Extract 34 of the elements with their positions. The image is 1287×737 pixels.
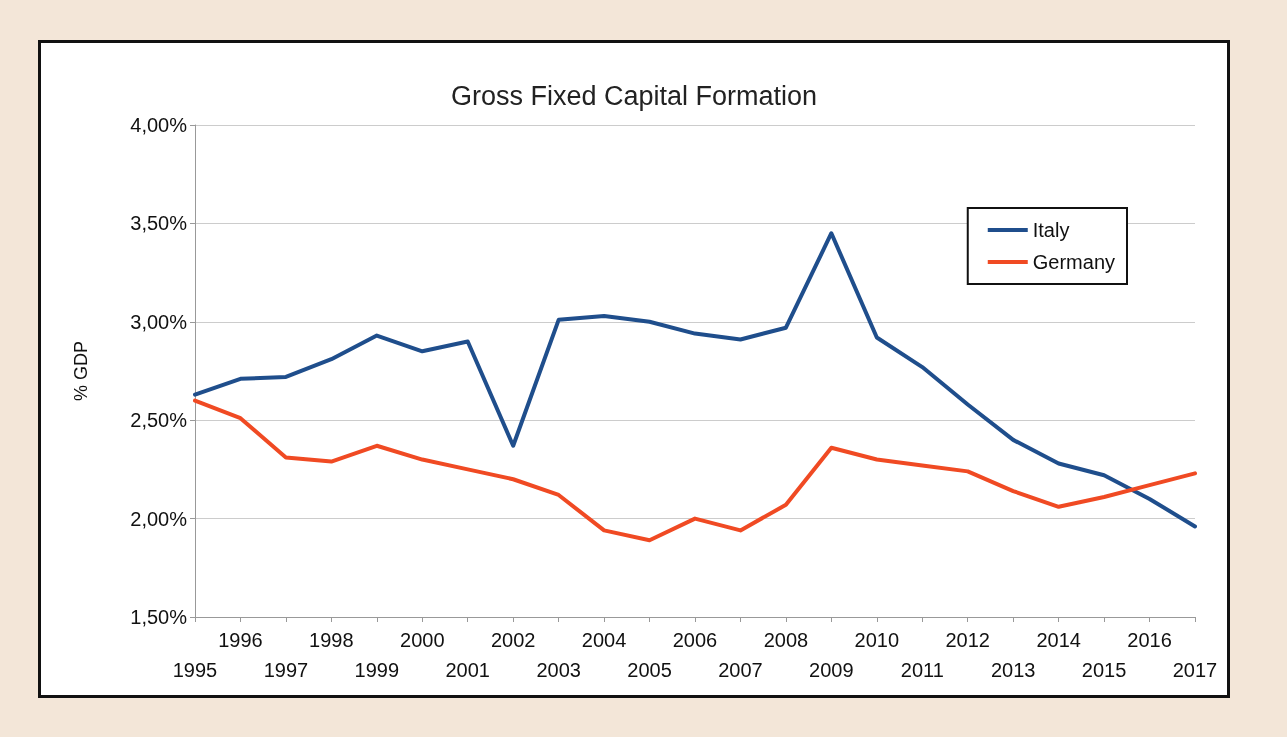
x-tick-label: 2014 <box>1036 629 1081 651</box>
legend-label: Germany <box>1032 251 1115 273</box>
x-tick-label: 2005 <box>627 659 672 681</box>
x-tick-label: 1999 <box>354 659 400 681</box>
legend-label: Italy <box>1032 219 1070 241</box>
y-axis-title: % GDP <box>71 340 91 402</box>
y-tick-label: 2,50% <box>130 409 188 432</box>
y-tick-label: 3,00% <box>130 310 188 333</box>
x-tick-label: 2009 <box>809 659 854 681</box>
x-tick-label: 2010 <box>854 629 900 651</box>
x-tick-label: 1997 <box>263 659 309 681</box>
y-tick-label: 3,50% <box>130 212 188 235</box>
x-tick-label: 2001 <box>445 659 490 681</box>
x-tick-label: 2017 <box>1172 659 1218 681</box>
x-tick-label: 2012 <box>945 629 990 651</box>
y-tick-label: 1,50% <box>130 606 188 628</box>
x-tick-label: 1998 <box>309 629 354 651</box>
x-tick-label: 2013 <box>990 659 1036 681</box>
x-tick-label: 2000 <box>400 629 445 651</box>
x-tick-label: 2015 <box>1081 659 1127 681</box>
x-tick-label: 2002 <box>490 629 536 651</box>
x-tick-label: 2004 <box>581 629 627 651</box>
line-series <box>193 398 1197 543</box>
x-tick-label: 1995 <box>172 659 218 681</box>
x-tick-label: 2003 <box>536 659 581 681</box>
x-tick-label: 2007 <box>718 659 763 681</box>
y-tick-label: 2,00% <box>130 507 188 530</box>
x-tick-label: 2016 <box>1127 629 1172 651</box>
x-tick-label: 2008 <box>763 629 809 651</box>
chart-title: Gross Fixed Capital Formation <box>450 80 818 111</box>
y-tick-label: 4,00% <box>130 114 188 136</box>
x-tick-label: 2011 <box>900 659 944 681</box>
x-tick-label: 2006 <box>672 629 718 651</box>
x-tick-label: 1996 <box>218 629 263 651</box>
